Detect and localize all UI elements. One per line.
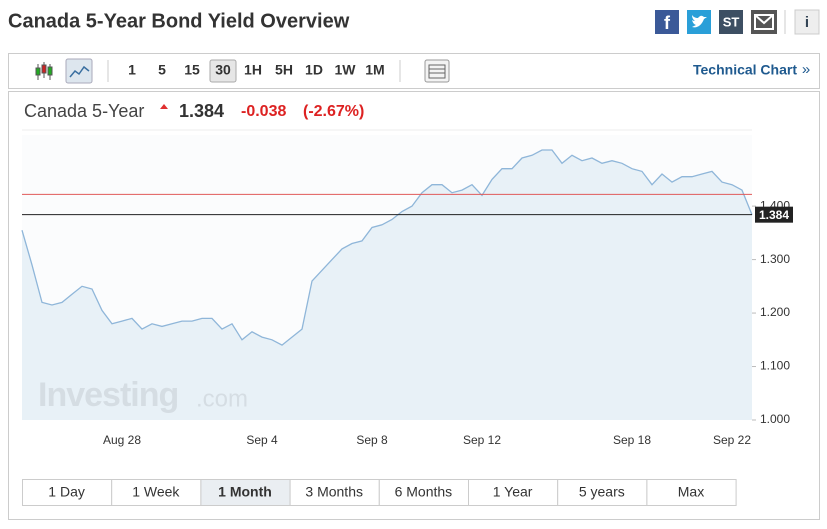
range-button[interactable]	[200, 479, 291, 506]
technical-chart-link[interactable]: Technical Chart	[693, 62, 797, 78]
change-arrow	[160, 104, 168, 109]
info-glyph: i	[805, 14, 809, 31]
change: -0.038	[241, 103, 286, 120]
stocktwits-icon[interactable]	[719, 10, 743, 34]
line-chart-button[interactable]	[65, 58, 93, 84]
range-button[interactable]	[111, 479, 202, 506]
interval-button[interactable]: 30	[215, 62, 231, 78]
x-tick-label: Aug 28	[103, 433, 141, 447]
change-percent: (-2.67%)	[303, 103, 364, 120]
line-chart-glyph	[69, 65, 90, 78]
interval-button[interactable]: 15	[184, 62, 200, 78]
info-icon[interactable]	[794, 9, 820, 35]
range-label: 1 Day	[48, 484, 85, 500]
facebook-glyph: f	[664, 13, 671, 33]
y-tick-label: 1.200	[760, 305, 790, 319]
range-label: 3 Months	[305, 484, 363, 500]
interval-button[interactable]: 1	[128, 62, 136, 78]
last-price-box	[755, 206, 793, 223]
area-fill	[22, 150, 752, 420]
line	[21, 149, 753, 346]
instrument-name: Canada 5-Year	[24, 101, 144, 121]
twitter-glyph	[692, 15, 707, 28]
stocktwits-glyph: ST	[723, 14, 740, 29]
y-tick-label: 1.300	[760, 252, 790, 266]
email-glyph	[754, 14, 774, 30]
range-label: 5 years	[579, 484, 625, 500]
range-label: Max	[678, 484, 704, 500]
table-glyph	[428, 64, 446, 79]
range-label: 1 Month	[218, 484, 272, 500]
interval-button[interactable]: 5H	[275, 62, 293, 78]
candle-icon[interactable]	[35, 62, 53, 80]
range-button[interactable]	[646, 479, 737, 506]
interval-button[interactable]: 1W	[335, 62, 357, 78]
last-price-label: 1.384	[759, 208, 789, 222]
range-label: 1 Week	[132, 484, 180, 500]
range-label: 1 Year	[493, 484, 533, 500]
price: 1.384	[179, 101, 224, 121]
interval-active	[209, 59, 237, 83]
y-tick-label: 1.100	[760, 359, 790, 373]
x-tick-label: Sep 8	[356, 433, 388, 447]
range-label: 6 Months	[395, 484, 453, 500]
interval-button[interactable]: 1M	[365, 62, 384, 78]
x-tick-label: Sep 4	[246, 433, 278, 447]
interval-button[interactable]: 5	[158, 62, 166, 78]
x-tick-label: Sep 12	[463, 433, 501, 447]
y-tick-label: 1.000	[760, 412, 790, 426]
x-tick-label: Sep 18	[613, 433, 651, 447]
toolbar	[8, 53, 820, 89]
x-tick-label: Sep 22	[713, 433, 751, 447]
facebook-icon[interactable]	[655, 10, 679, 34]
interval-button[interactable]: 1H	[244, 62, 262, 78]
interval-button[interactable]: 1D	[305, 62, 323, 78]
link-arrow: »	[802, 61, 810, 78]
page-title: Canada 5-Year Bond Yield Overview	[8, 10, 350, 32]
